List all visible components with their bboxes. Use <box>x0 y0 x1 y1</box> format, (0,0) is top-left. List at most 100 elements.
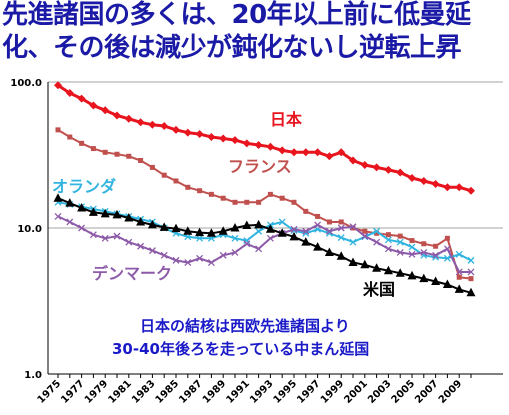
data-point-france <box>55 127 61 133</box>
data-point-japan <box>148 120 157 129</box>
data-point-france <box>90 146 96 152</box>
data-point-japan <box>219 134 228 143</box>
data-point-usa <box>277 228 287 237</box>
data-point-usa <box>372 263 382 272</box>
data-point-denmark <box>361 232 369 240</box>
data-point-usa <box>88 207 98 216</box>
data-point-denmark <box>125 238 133 246</box>
x-tick-label: 2009 <box>437 378 464 405</box>
data-point-japan <box>101 106 110 115</box>
data-point-denmark <box>184 259 192 266</box>
data-point-france <box>385 232 391 238</box>
data-point-usa <box>77 203 87 212</box>
data-point-denmark <box>54 212 62 220</box>
x-tick-label: 1999 <box>319 378 346 405</box>
data-point-usa <box>383 265 393 275</box>
series-line-france <box>57 129 472 280</box>
data-point-japan <box>54 81 62 90</box>
data-point-usa <box>242 220 252 230</box>
x-tick-label: 2007 <box>413 378 440 405</box>
data-point-france <box>456 274 462 280</box>
data-point-denmark <box>148 247 156 255</box>
data-point-denmark <box>432 251 440 259</box>
data-point-france <box>126 153 132 159</box>
x-tick-label: 1987 <box>177 378 204 405</box>
data-point-netherlands <box>255 227 263 235</box>
data-point-japan <box>207 133 216 142</box>
data-point-denmark <box>231 248 239 256</box>
data-point-japan <box>396 168 405 177</box>
data-point-france <box>291 199 297 205</box>
data-point-japan <box>467 186 475 195</box>
data-point-usa <box>183 226 193 235</box>
data-point-netherlands <box>290 227 298 235</box>
data-point-france <box>67 134 73 140</box>
data-point-japan <box>313 148 322 157</box>
data-point-france <box>338 219 344 225</box>
data-point-denmark <box>172 256 180 264</box>
data-point-denmark <box>349 223 357 231</box>
data-point-denmark <box>455 268 463 276</box>
data-point-denmark <box>196 254 204 262</box>
data-point-usa <box>136 216 146 226</box>
data-point-france <box>208 191 214 197</box>
data-point-netherlands <box>184 233 192 241</box>
data-point-france <box>279 195 285 201</box>
data-point-denmark <box>66 218 74 226</box>
data-point-usa <box>348 257 358 267</box>
chart-title-line-1: 先進諸国の多くは、20年以上前に低曼延 <box>2 0 471 30</box>
data-point-denmark <box>78 224 86 232</box>
x-tick-label: 1993 <box>248 378 275 405</box>
data-point-denmark <box>443 245 451 253</box>
data-point-denmark <box>219 251 227 259</box>
data-point-france <box>468 276 474 282</box>
data-point-usa <box>171 223 181 233</box>
data-point-france <box>79 140 85 146</box>
data-point-usa <box>53 193 63 202</box>
data-point-netherlands <box>349 238 357 246</box>
data-point-france <box>220 195 226 201</box>
data-point-france <box>256 199 262 205</box>
data-point-japan <box>113 111 121 120</box>
data-point-netherlands <box>278 218 286 226</box>
data-point-japan <box>231 136 239 145</box>
x-tick-label: 1997 <box>295 378 322 405</box>
data-point-france <box>303 208 309 214</box>
x-tick-label: 1981 <box>106 378 133 405</box>
data-point-netherlands <box>384 236 392 244</box>
data-point-usa <box>159 222 169 231</box>
data-point-denmark <box>396 248 404 256</box>
data-point-denmark <box>113 232 121 240</box>
data-point-japan <box>431 180 440 189</box>
data-point-japan <box>242 139 251 148</box>
annotation-line-1: 日本の結核は西欧先進諸国より <box>140 317 350 335</box>
data-point-japan <box>160 121 169 130</box>
data-point-denmark <box>255 245 263 253</box>
data-point-usa <box>324 247 334 256</box>
y-tick-label: 100.0 <box>10 78 42 89</box>
data-point-netherlands <box>455 250 463 258</box>
data-point-usa <box>466 287 476 297</box>
data-point-usa <box>265 224 275 233</box>
data-point-denmark <box>101 234 109 242</box>
data-point-denmark <box>160 251 168 259</box>
data-point-denmark <box>207 259 215 266</box>
x-tick-label: 1995 <box>272 378 299 405</box>
data-point-usa <box>395 268 405 277</box>
x-tick-label: 1975 <box>36 378 63 405</box>
data-point-france <box>267 191 273 197</box>
data-point-japan <box>325 152 334 161</box>
data-point-usa <box>431 276 441 286</box>
data-point-japan <box>266 142 275 151</box>
data-point-usa <box>336 251 346 260</box>
data-point-usa <box>124 213 134 222</box>
data-point-japan <box>419 176 428 185</box>
x-tick-label: 1983 <box>130 378 157 405</box>
data-point-netherlands <box>337 234 345 242</box>
x-tick-label: 1991 <box>224 378 251 405</box>
data-point-denmark <box>266 234 274 242</box>
data-point-france <box>315 213 321 219</box>
data-point-usa <box>218 226 228 235</box>
data-point-denmark <box>373 238 381 246</box>
